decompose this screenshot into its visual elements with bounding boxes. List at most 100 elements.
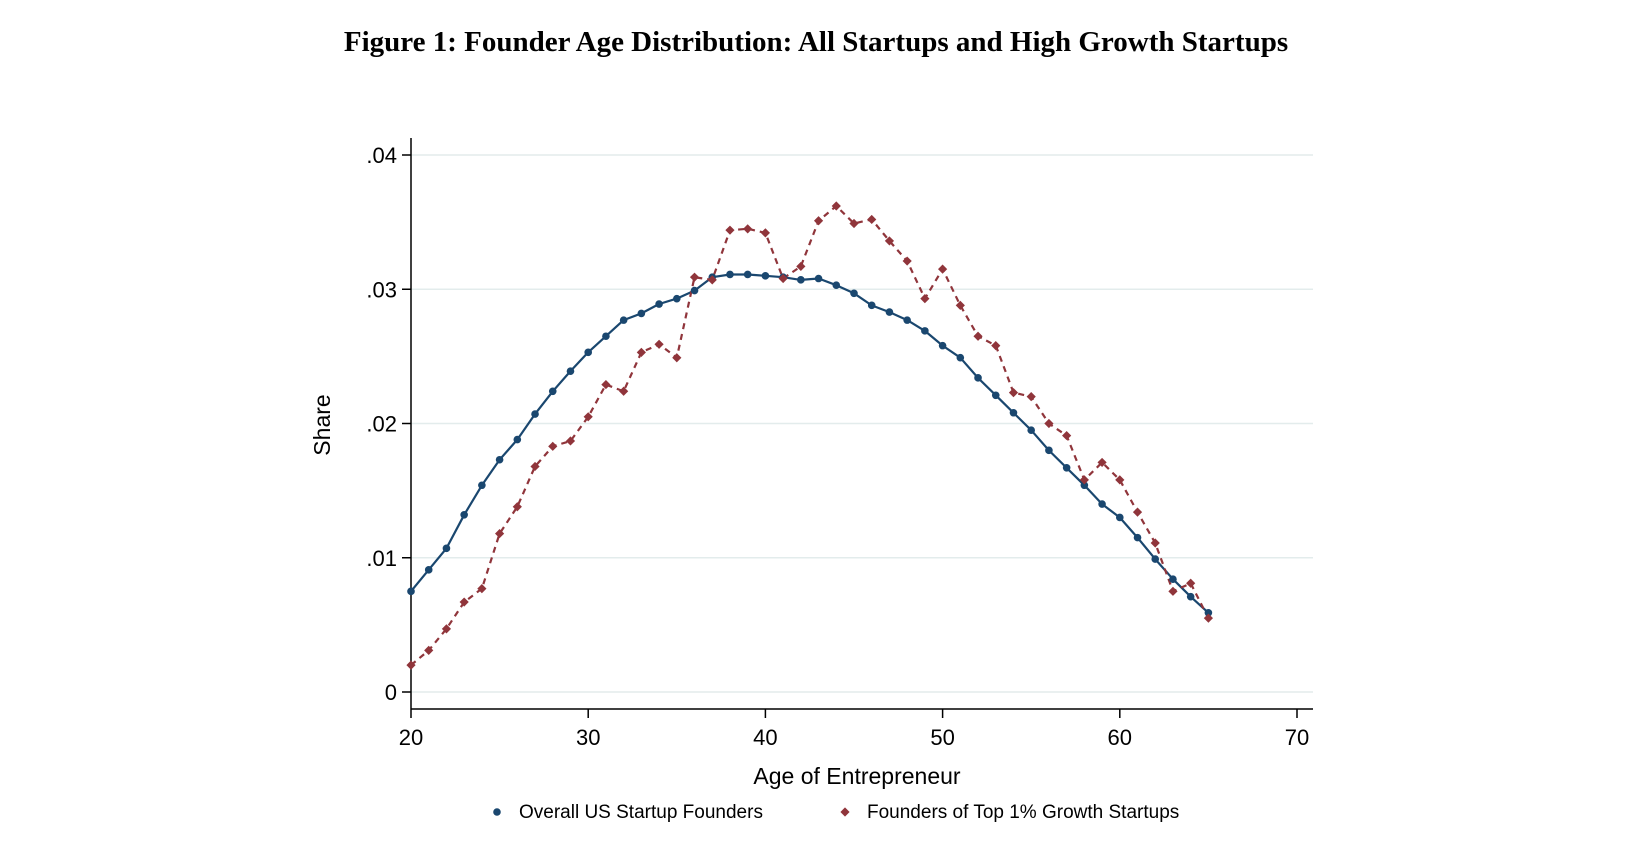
data-point-series-2 (406, 660, 416, 670)
data-point-series-2 (796, 261, 806, 272)
data-point-series-1 (690, 286, 699, 295)
data-point-series-1 (832, 281, 841, 290)
data-point-series-2 (867, 214, 877, 225)
data-point-series-1 (938, 341, 947, 350)
data-point-series-1 (1027, 426, 1035, 435)
data-point-series-2 (920, 294, 930, 304)
data-point-series-1 (548, 387, 557, 396)
data-point-series-1 (602, 332, 610, 341)
data-point-series-1 (1062, 464, 1071, 472)
data-point-series-2 (619, 386, 629, 396)
data-point-series-1 (637, 309, 646, 318)
data-point-series-2 (459, 597, 469, 607)
data-point-series-2 (1150, 538, 1160, 548)
data-point-series-2 (654, 339, 664, 349)
data-point-series-1 (956, 353, 965, 362)
data-point-series-2 (725, 225, 735, 235)
data-point-series-1 (1009, 408, 1018, 417)
data-point-series-1 (1169, 575, 1177, 584)
data-point-series-2 (495, 528, 505, 539)
x-tick-label: 30 (576, 725, 600, 750)
data-point-series-2 (1097, 457, 1107, 468)
y-axis-ticks: 0 .01 .02 .03 .04 (366, 143, 411, 705)
data-point-series-2 (831, 201, 841, 211)
data-point-series-2 (1062, 430, 1072, 441)
data-point-series-1 (1116, 513, 1124, 522)
data-point-series-2 (991, 341, 1001, 351)
data-point-series-1 (850, 289, 858, 298)
data-point-series-2 (1026, 392, 1036, 402)
data-point-series-2 (530, 461, 540, 472)
data-point-series-2 (884, 236, 895, 246)
x-axis-label: Age of Entrepreneur (753, 763, 960, 789)
gridlines (411, 154, 1313, 693)
y-tick-label: .02 (366, 412, 397, 437)
data-point-series-2 (601, 379, 611, 390)
data-point-series-1 (584, 348, 592, 357)
data-point-series-2 (743, 224, 753, 234)
x-tick-label: 40 (753, 725, 777, 750)
y-tick-label: 0 (385, 680, 397, 705)
data-point-series-1 (867, 301, 876, 310)
data-point-series-1 (566, 367, 575, 375)
series-markers (406, 201, 1213, 670)
x-axis-ticks: 20 30 40 50 60 70 (399, 709, 1309, 750)
data-point-series-2 (955, 300, 965, 310)
legend-label-2: Founders of Top 1% Growth Startups (867, 802, 1179, 823)
data-point-series-1 (531, 410, 539, 418)
data-point-series-2 (689, 272, 700, 282)
data-point-series-1 (1045, 446, 1053, 455)
data-point-series-1 (478, 481, 486, 490)
data-point-series-1 (655, 300, 663, 308)
data-point-series-2 (973, 331, 983, 341)
data-point-series-1 (726, 270, 734, 279)
data-point-series-1 (903, 316, 911, 324)
data-point-series-2 (1132, 507, 1143, 517)
legend: Overall US Startup Founders Founders of T… (493, 802, 1179, 823)
x-tick-label: 20 (399, 725, 423, 750)
series-lines (410, 204, 1210, 666)
data-point-series-2 (849, 218, 859, 229)
data-point-series-1 (619, 316, 628, 324)
data-point-series-2 (636, 347, 646, 357)
data-point-series-2 (583, 412, 593, 422)
data-point-series-2 (813, 216, 824, 226)
data-point-series-1 (424, 566, 433, 574)
data-point-series-1 (1133, 533, 1142, 542)
data-point-series-2 (477, 584, 487, 594)
data-point-series-1 (885, 308, 894, 316)
series-line-2 (410, 204, 1210, 666)
data-point-series-1 (991, 391, 1000, 400)
data-point-series-1 (513, 435, 522, 444)
data-point-series-1 (921, 327, 929, 335)
data-point-series-1 (673, 294, 681, 303)
data-point-series-1 (1080, 481, 1089, 490)
data-point-series-2 (1008, 388, 1019, 398)
x-tick-label: 70 (1285, 725, 1309, 750)
data-point-series-2 (760, 228, 770, 238)
legend-marker-2 (840, 807, 850, 817)
data-point-series-2 (548, 441, 558, 451)
data-point-series-1 (797, 276, 805, 284)
figure-title: Figure 1: Founder Age Distribution: All … (343, 26, 1289, 58)
data-point-series-2 (902, 256, 912, 266)
y-tick-label: .01 (366, 546, 397, 571)
data-point-series-1 (814, 274, 823, 283)
legend-marker-1 (493, 808, 501, 816)
data-point-series-1 (743, 270, 752, 279)
data-point-series-1 (1204, 608, 1213, 617)
data-point-series-2 (1203, 613, 1213, 623)
y-tick-label: .04 (366, 143, 397, 168)
y-tick-label: .03 (366, 277, 397, 302)
y-axis-label: Share (309, 394, 335, 455)
data-point-series-1 (495, 455, 504, 464)
x-tick-label: 60 (1108, 725, 1132, 750)
legend-label-1: Overall US Startup Founders (519, 802, 763, 823)
data-point-series-2 (778, 273, 788, 284)
data-point-series-2 (1079, 475, 1089, 485)
data-point-series-2 (424, 645, 434, 655)
data-point-series-2 (707, 275, 717, 285)
data-point-series-2 (672, 353, 682, 363)
x-tick-label: 50 (930, 725, 954, 750)
